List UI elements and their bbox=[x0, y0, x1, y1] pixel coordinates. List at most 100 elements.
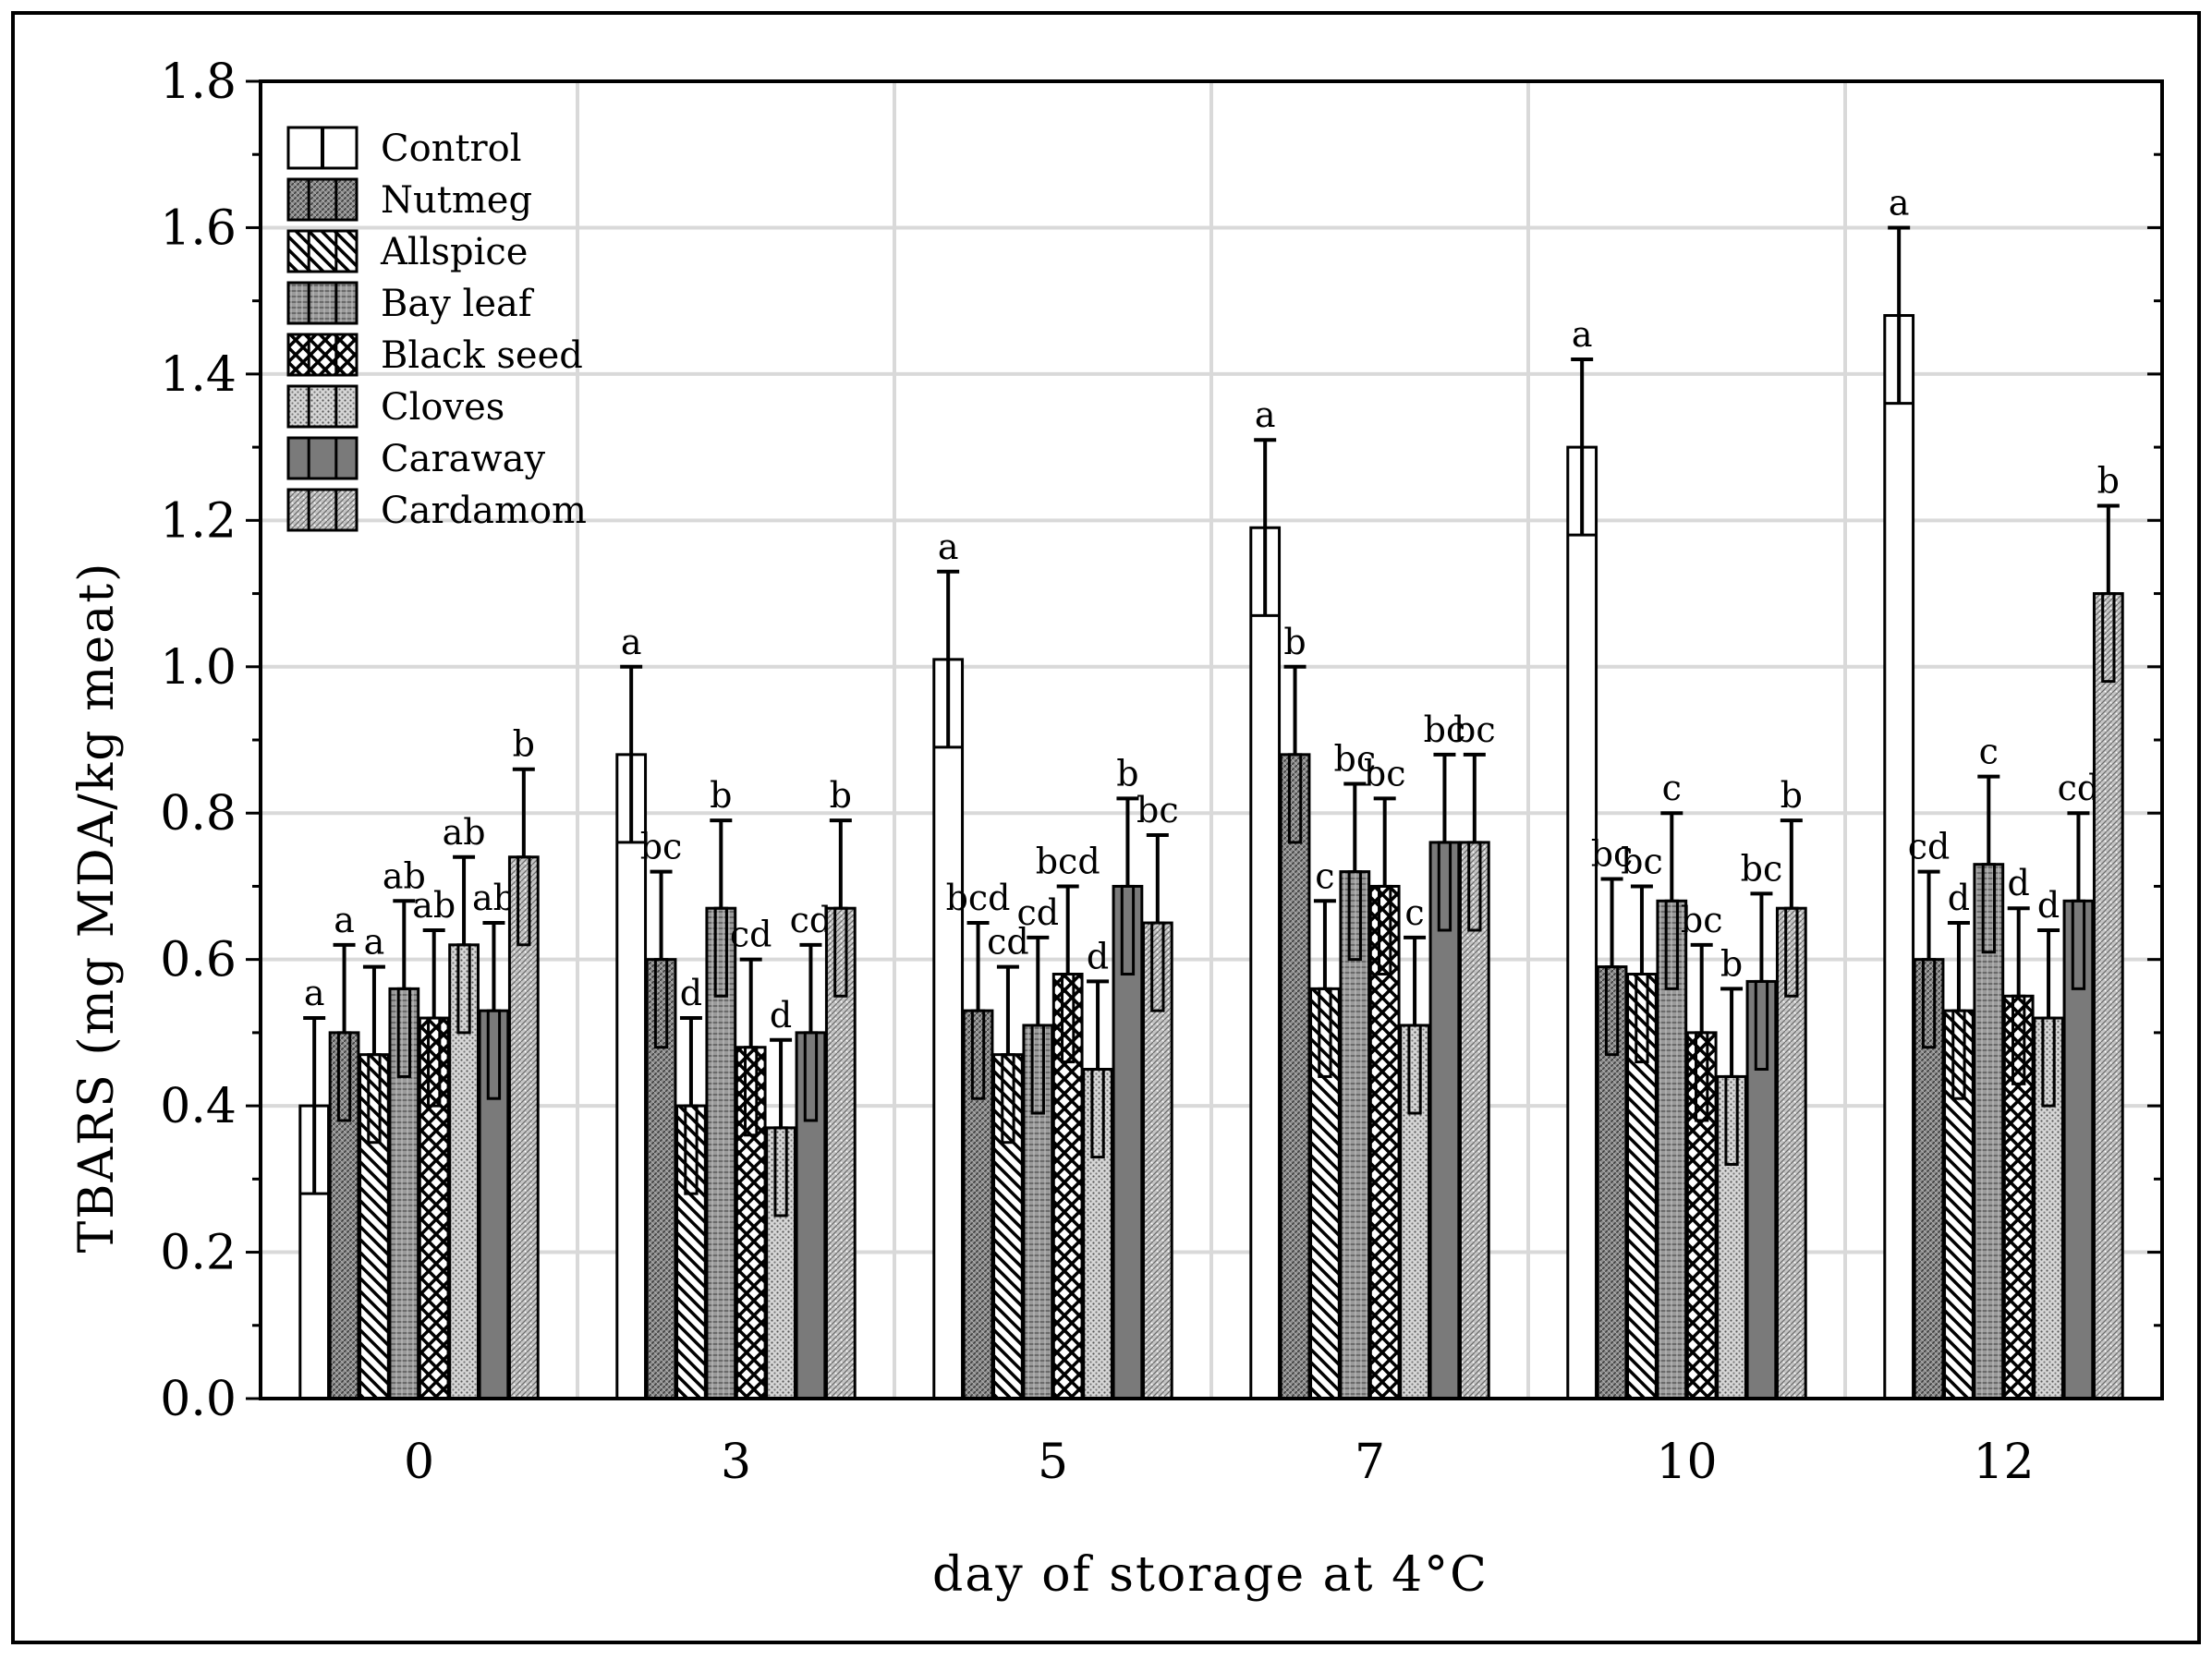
significance-label: cd bbox=[1908, 827, 1951, 867]
bar-black-seed bbox=[1051, 973, 1084, 1400]
significance-label: d bbox=[770, 995, 792, 1036]
bar-nutmeg bbox=[645, 958, 677, 1400]
bar-control bbox=[1883, 314, 1915, 1400]
significance-label: b bbox=[2097, 460, 2120, 501]
bar-caraway bbox=[2062, 899, 2095, 1400]
x-tick-label: 3 bbox=[721, 1435, 751, 1490]
bar-nutmeg bbox=[1279, 753, 1311, 1400]
bar-bay-leaf bbox=[388, 987, 420, 1400]
legend-swatch-mark bbox=[307, 488, 338, 532]
significance-label: a bbox=[364, 922, 385, 963]
bar-bay-leaf bbox=[1973, 863, 2005, 1400]
legend-label: Black seed bbox=[381, 334, 583, 377]
legend-swatch-mark bbox=[307, 436, 338, 480]
significance-label: a bbox=[621, 622, 642, 662]
legend-swatch-mark bbox=[307, 384, 338, 429]
significance-label: bc bbox=[1621, 841, 1663, 881]
significance-label: b bbox=[1283, 622, 1306, 662]
bar-caraway bbox=[1428, 841, 1461, 1400]
y-axis-title: TBARS (mg MDA/kg meat) bbox=[69, 562, 125, 1254]
significance-label: d bbox=[2037, 885, 2060, 926]
significance-label: a bbox=[1572, 314, 1593, 355]
legend-label: Nutmeg bbox=[381, 179, 532, 222]
bar-bay-leaf bbox=[705, 906, 737, 1400]
significance-label: bc bbox=[1453, 709, 1496, 750]
bar-caraway bbox=[795, 1031, 827, 1400]
bar-control bbox=[932, 658, 965, 1400]
bar-control bbox=[1566, 445, 1598, 1400]
bar-cloves bbox=[1082, 1068, 1113, 1400]
bars: aaaababababbabcdbcddcdbabcdcdcdbcddbbcab… bbox=[298, 182, 2124, 1400]
significance-label: c bbox=[1662, 768, 1682, 808]
legend-label: Caraway bbox=[381, 438, 546, 480]
bar-cardamom bbox=[1458, 841, 1490, 1400]
bar-cloves bbox=[1716, 1074, 1747, 1400]
legend-swatch bbox=[286, 384, 359, 429]
significance-label: b bbox=[1720, 943, 1743, 984]
y-tick-label: 0.4 bbox=[160, 1079, 237, 1134]
legend-label: Control bbox=[381, 127, 522, 170]
bar-allspice bbox=[359, 1053, 390, 1400]
y-tick-label: 1.6 bbox=[160, 200, 237, 256]
bar-nutmeg bbox=[1596, 965, 1628, 1400]
y-tick-label: 0.6 bbox=[160, 933, 237, 988]
y-tick-label: 1.0 bbox=[160, 640, 237, 696]
significance-label: cd bbox=[987, 922, 1029, 963]
y-tick-label: 1.8 bbox=[160, 55, 237, 110]
significance-label: a bbox=[304, 973, 325, 1013]
legend-swatch bbox=[286, 488, 359, 532]
significance-label: d bbox=[1087, 936, 1109, 976]
significance-label: ab bbox=[443, 812, 486, 853]
significance-label: ab bbox=[412, 885, 456, 926]
significance-label: c bbox=[1315, 855, 1334, 896]
significance-label: b bbox=[1116, 753, 1138, 794]
bar-black-seed bbox=[1685, 1031, 1718, 1400]
significance-label: d bbox=[680, 973, 702, 1013]
significance-label: a bbox=[938, 527, 959, 567]
significance-label: d bbox=[1948, 878, 1970, 918]
bar-bay-leaf bbox=[1339, 870, 1371, 1400]
bar-cardamom bbox=[507, 855, 540, 1400]
legend-label: Cardamom bbox=[381, 490, 587, 532]
significance-label: b bbox=[710, 775, 732, 816]
legend-label: Allspice bbox=[380, 231, 528, 273]
significance-label: b bbox=[830, 775, 852, 816]
significance-label: bc bbox=[1591, 834, 1634, 875]
bar-cardamom bbox=[1141, 921, 1173, 1400]
bar-bay-leaf bbox=[1656, 899, 1688, 1400]
y-tick-label: 1.4 bbox=[160, 347, 237, 403]
significance-label: cd bbox=[790, 900, 833, 940]
significance-label: a bbox=[1255, 394, 1276, 435]
bar-allspice bbox=[675, 1104, 707, 1400]
bar-control bbox=[1249, 526, 1282, 1400]
bar-cloves bbox=[765, 1126, 796, 1400]
bar-allspice bbox=[1626, 973, 1658, 1400]
significance-label: bc bbox=[1681, 900, 1723, 940]
significance-label: bc bbox=[1424, 709, 1466, 750]
bar-nutmeg bbox=[328, 1031, 360, 1400]
axes: 0.0 0.2 0.4 0.6 0.8 1.0 1.2 1.4 1.6 1.8 0 3 5 7 10 12 bbox=[160, 55, 2162, 1490]
significance-label: b bbox=[1781, 775, 1803, 816]
significance-label: a bbox=[334, 900, 355, 940]
bar-bay-leaf bbox=[1022, 1024, 1054, 1400]
legend-swatch bbox=[286, 177, 359, 222]
bar-black-seed bbox=[2002, 994, 2035, 1400]
legend-label: Bay leaf bbox=[381, 283, 535, 325]
bar-allspice bbox=[992, 1053, 1024, 1400]
significance-label: c bbox=[1979, 732, 1999, 772]
bar-cardamom bbox=[1775, 906, 1807, 1400]
x-tick-label: 7 bbox=[1355, 1435, 1385, 1490]
x-axis-title: day of storage at 4°C bbox=[932, 1547, 1489, 1603]
legend-swatch bbox=[286, 333, 359, 377]
significance-label: bc bbox=[1741, 848, 1783, 889]
significance-label: ab bbox=[383, 855, 426, 896]
legend-swatch-mark bbox=[307, 177, 338, 222]
bar-nutmeg bbox=[1913, 958, 1945, 1400]
significance-label: bc bbox=[640, 827, 683, 867]
significance-label: cd bbox=[2058, 768, 2100, 808]
legend-swatch bbox=[286, 229, 359, 273]
bar-caraway bbox=[478, 1009, 510, 1400]
grid-lines bbox=[261, 81, 2162, 1399]
significance-label: cd bbox=[1017, 892, 1060, 933]
